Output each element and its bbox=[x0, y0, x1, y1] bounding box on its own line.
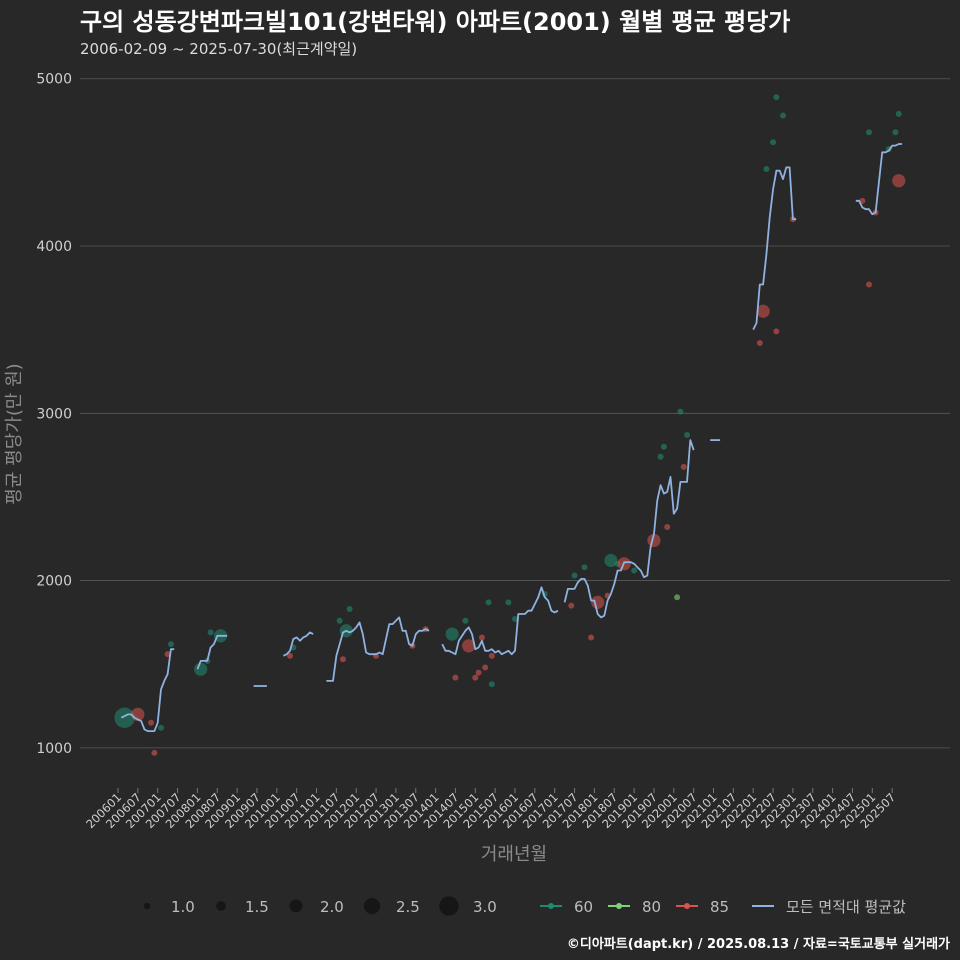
footer-credit: ©디아파트(dapt.kr) / 2025.08.13 / 자료=국토교통부 실… bbox=[566, 937, 950, 952]
data-point-area_60 bbox=[336, 617, 343, 624]
data-point-area_85 bbox=[287, 652, 294, 659]
data-point-area_85 bbox=[164, 651, 171, 658]
avg-line-segment bbox=[283, 631, 314, 657]
data-point-area_60 bbox=[773, 94, 780, 101]
legend-size-label: 2.0 bbox=[320, 898, 344, 916]
data-point-area_85 bbox=[773, 328, 780, 335]
legend-dot-area_80 bbox=[616, 903, 622, 909]
y-tick-label: 3000 bbox=[36, 406, 72, 422]
data-point-area_60 bbox=[158, 724, 165, 731]
legend-size-label: 2.5 bbox=[396, 898, 420, 916]
legend-label-area_60: 60 bbox=[574, 898, 593, 916]
data-point-area_85 bbox=[148, 719, 155, 726]
data-point-area_85 bbox=[568, 602, 575, 609]
avg-line-segment bbox=[196, 634, 228, 670]
data-point-area_60 bbox=[763, 166, 770, 173]
legend-size-dot bbox=[439, 896, 459, 916]
data-point-area_85 bbox=[475, 669, 482, 676]
legend-label-area_80: 80 bbox=[642, 898, 661, 916]
data-point-area_85 bbox=[478, 634, 485, 641]
legend-size-label: 3.0 bbox=[473, 898, 497, 916]
data-point-area_60 bbox=[114, 707, 135, 728]
data-point-area_85 bbox=[488, 652, 495, 659]
y-tick-label: 4000 bbox=[36, 239, 72, 255]
y-tick-label: 2000 bbox=[36, 574, 72, 590]
average-line bbox=[120, 143, 903, 732]
data-point-area_85 bbox=[664, 524, 671, 531]
data-point-area_85 bbox=[452, 674, 459, 681]
data-point-area_60 bbox=[194, 662, 208, 676]
data-point-area_60 bbox=[485, 599, 492, 606]
legend-size-dot bbox=[143, 902, 151, 910]
data-point-area_85 bbox=[591, 595, 605, 609]
data-point-area_60 bbox=[571, 572, 578, 579]
avg-line-segment bbox=[120, 648, 175, 732]
data-point-area_85 bbox=[462, 639, 476, 653]
data-point-area_60 bbox=[865, 129, 872, 136]
data-point-area_60 bbox=[488, 681, 495, 688]
data-point-area_60 bbox=[895, 110, 902, 117]
x-axis-title: 거래년월 bbox=[481, 844, 547, 865]
data-point-area_60 bbox=[167, 641, 174, 648]
legend-size-label: 1.5 bbox=[245, 898, 269, 916]
legend-label-area_85: 85 bbox=[710, 898, 729, 916]
avg-line-segment bbox=[326, 616, 430, 682]
avg-line-segment bbox=[752, 166, 797, 331]
data-point-area_80 bbox=[674, 594, 681, 601]
data-point-area_85 bbox=[588, 634, 595, 641]
data-point-area_60 bbox=[462, 617, 469, 624]
chart-subtitle: 2006-02-09 ~ 2025-07-30(최근계약일) bbox=[80, 40, 358, 58]
legend: 1.0 1.5 2.0 2.5 3.0 60 80 85 모든 면적대 평균값 bbox=[143, 896, 906, 916]
data-point-area_85 bbox=[865, 281, 872, 288]
scatter-points bbox=[114, 94, 906, 756]
data-point-area_60 bbox=[677, 408, 684, 415]
data-point-area_85 bbox=[756, 304, 770, 318]
avg-line-segment bbox=[563, 439, 695, 619]
legend-dot-area_60 bbox=[548, 903, 554, 909]
gridlines bbox=[80, 78, 950, 749]
data-point-area_60 bbox=[684, 432, 691, 439]
data-point-area_60 bbox=[207, 629, 214, 636]
data-point-area_60 bbox=[892, 129, 899, 136]
legend-label-avg_line: 모든 면적대 평균값 bbox=[786, 898, 906, 916]
data-point-area_60 bbox=[660, 443, 667, 450]
data-point-area_60 bbox=[346, 606, 353, 613]
data-point-area_60 bbox=[445, 627, 459, 641]
data-point-area_85 bbox=[756, 340, 763, 347]
data-point-area_85 bbox=[859, 197, 866, 204]
legend-size-dot bbox=[289, 899, 303, 913]
data-point-area_60 bbox=[581, 564, 588, 571]
data-point-area_60 bbox=[604, 553, 618, 568]
data-point-area_85 bbox=[339, 656, 346, 663]
y-tick-label: 1000 bbox=[36, 741, 72, 757]
data-point-area_60 bbox=[779, 112, 786, 119]
avg-line-segment bbox=[855, 143, 903, 216]
avg-line-segment bbox=[441, 586, 559, 656]
chart-title: 구의 성동강변파크빌101(강변타워) 아파트(2001) 월별 평균 평당가 bbox=[80, 8, 791, 36]
legend-dot-area_85 bbox=[684, 903, 690, 909]
y-axis-ticks: 1000 2000 3000 4000 5000 bbox=[36, 72, 72, 757]
data-point-area_60 bbox=[657, 453, 664, 460]
legend-size-dot bbox=[216, 901, 226, 911]
data-point-area_85 bbox=[680, 463, 687, 470]
y-tick-label: 5000 bbox=[36, 72, 72, 88]
data-point-area_60 bbox=[770, 139, 777, 146]
x-axis-ticks: 2006012006072007012007072008012008072009… bbox=[83, 788, 898, 831]
data-point-area_60 bbox=[505, 599, 512, 606]
data-point-area_60 bbox=[631, 567, 638, 574]
data-point-area_60 bbox=[512, 616, 518, 623]
legend-size-dot bbox=[363, 897, 381, 915]
data-point-area_85 bbox=[482, 664, 489, 671]
data-point-area_85 bbox=[151, 749, 158, 756]
data-point-area_85 bbox=[892, 174, 906, 188]
data-point-area_85 bbox=[472, 674, 479, 681]
legend-size-label: 1.0 bbox=[171, 898, 195, 916]
y-axis-title: 평균 평당가(만 원) bbox=[4, 363, 25, 504]
